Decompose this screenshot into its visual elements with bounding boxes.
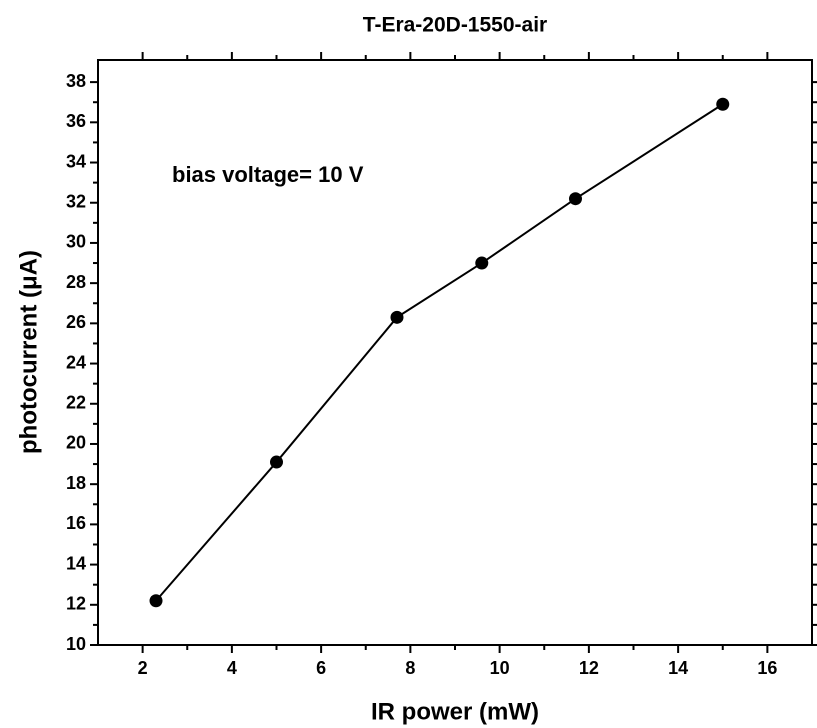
y-tick-label: 14 bbox=[66, 553, 86, 573]
data-point bbox=[149, 594, 163, 608]
x-tick-label: 4 bbox=[227, 658, 237, 678]
chart-title: T-Era-20D-1550-air bbox=[363, 14, 547, 37]
data-point bbox=[475, 256, 489, 270]
y-tick-label: 10 bbox=[66, 634, 86, 654]
x-tick-label: 8 bbox=[405, 658, 415, 678]
y-axis-label: photocurrent (μA) bbox=[15, 250, 42, 454]
data-point bbox=[390, 310, 404, 324]
y-tick-label: 20 bbox=[66, 433, 86, 453]
x-axis-label: IR power (mW) bbox=[371, 698, 539, 725]
x-tick-label: 16 bbox=[757, 658, 777, 678]
y-tick-label: 26 bbox=[66, 312, 86, 332]
y-tick-label: 28 bbox=[66, 272, 86, 292]
data-point bbox=[270, 455, 283, 469]
x-tick-label: 10 bbox=[490, 658, 510, 678]
plot-frame bbox=[97, 59, 813, 646]
data-point bbox=[568, 192, 582, 206]
y-tick-label: 30 bbox=[66, 232, 86, 252]
y-tick-label: 24 bbox=[66, 352, 86, 372]
series-line bbox=[155, 103, 724, 602]
x-tick-label: 14 bbox=[668, 658, 688, 678]
annotation: bias voltage= 10 V bbox=[172, 162, 364, 187]
y-tick-label: 34 bbox=[66, 151, 86, 171]
x-tick-label: 2 bbox=[138, 658, 148, 678]
x-tick-label: 6 bbox=[316, 658, 326, 678]
y-tick-label: 12 bbox=[66, 594, 86, 614]
y-tick-label: 36 bbox=[66, 111, 86, 131]
y-tick-label: 18 bbox=[66, 473, 86, 493]
y-tick-label: 32 bbox=[66, 191, 86, 211]
x-tick-label: 12 bbox=[579, 658, 599, 678]
y-tick-label: 22 bbox=[66, 393, 86, 413]
y-tick-label: 38 bbox=[66, 71, 86, 91]
data-point bbox=[716, 97, 730, 111]
y-tick-label: 16 bbox=[66, 513, 86, 533]
